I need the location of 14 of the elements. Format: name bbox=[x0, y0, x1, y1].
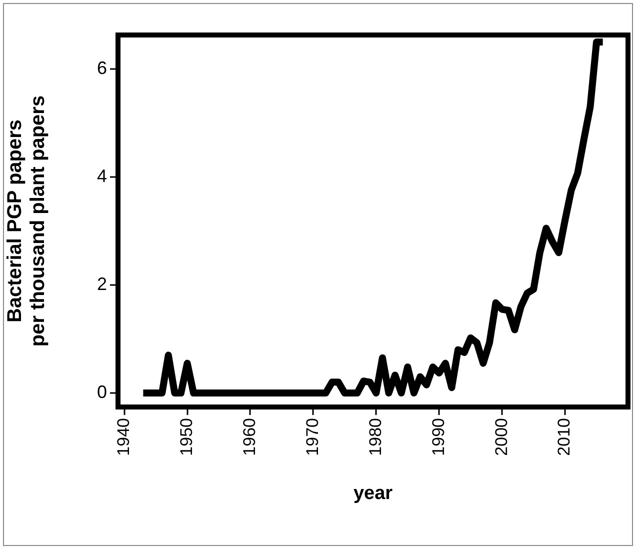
x-tick-label: 2010 bbox=[554, 418, 574, 456]
x-tick-label: 1970 bbox=[302, 418, 322, 456]
y-axis-title: Bacterial PGP papers per thousand plant papers bbox=[4, 95, 50, 347]
y-tick-label: 6 bbox=[96, 58, 107, 78]
x-axis-title: year bbox=[353, 482, 394, 504]
x-tick-label: 1950 bbox=[176, 418, 196, 456]
x-tick-label: 1980 bbox=[366, 418, 385, 456]
y-tick-label: 0 bbox=[96, 382, 107, 402]
x-tick-label: 2000 bbox=[492, 418, 511, 456]
x-tick-label: 1940 bbox=[114, 418, 133, 456]
y-tick-label: 2 bbox=[96, 274, 107, 294]
x-tick-label: 1960 bbox=[240, 418, 259, 456]
y-tick-label: 4 bbox=[96, 166, 107, 186]
x-tick-label: 1990 bbox=[428, 418, 448, 456]
